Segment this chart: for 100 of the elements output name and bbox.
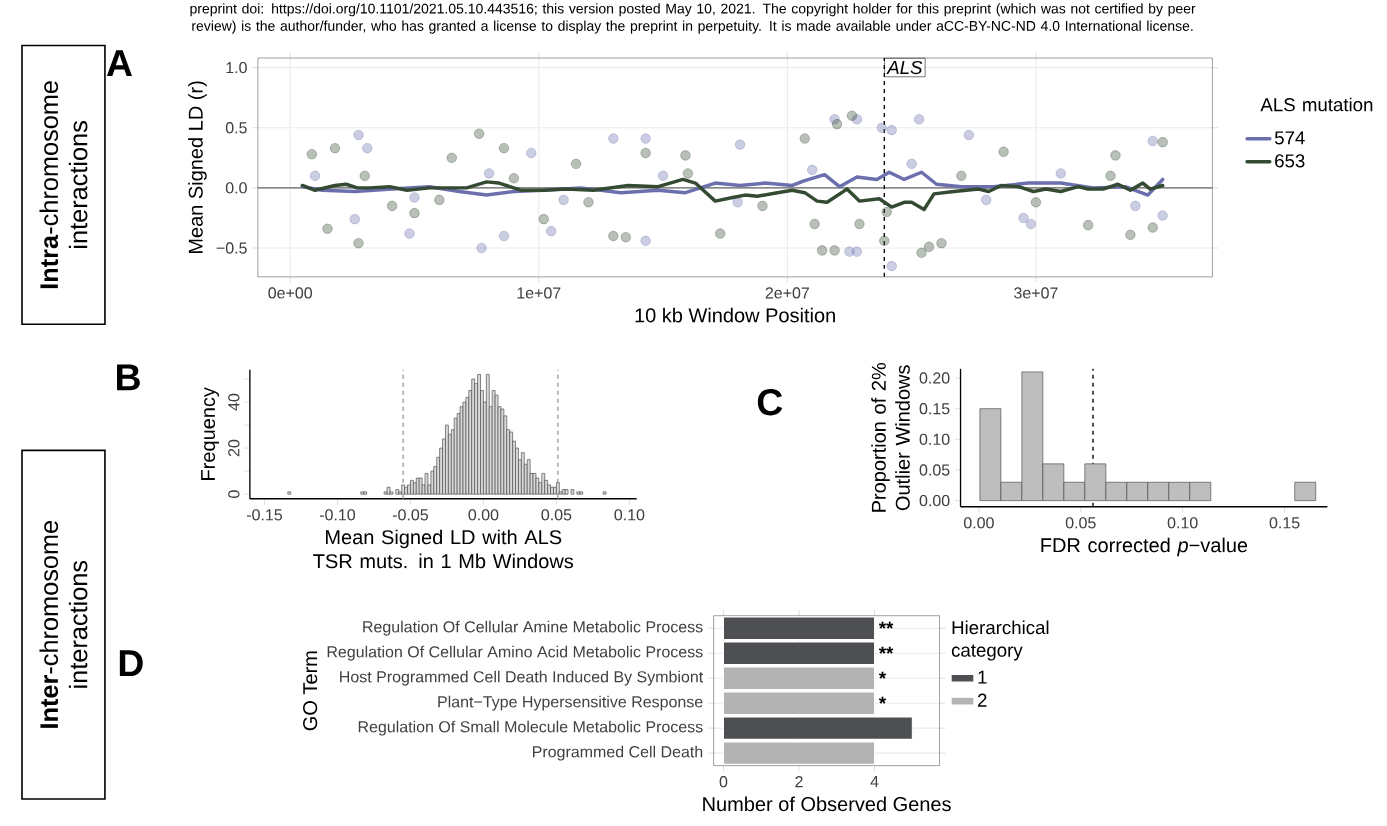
- y-tick-label: 0.0: [225, 182, 247, 194]
- point: [309, 170, 321, 182]
- point: [498, 231, 510, 242]
- point: [526, 148, 537, 159]
- point: [846, 110, 858, 121]
- legend-label: 2: [978, 693, 987, 707]
- y-tick-label: 0.00: [919, 495, 950, 507]
- x-tick-label: 0.10: [1167, 517, 1198, 529]
- y-axis-title: Proportion of 2% Outlier Windows: [871, 363, 910, 512]
- y-tick-label: Programmed Cell Death: [533, 745, 703, 761]
- x-tick-label: 0e+00: [268, 287, 313, 299]
- point: [1030, 197, 1041, 208]
- x-tick-label: 2e+07: [765, 287, 809, 299]
- x-tick-label: 0.10: [614, 509, 645, 521]
- y-tick-label: 0.20: [919, 372, 950, 384]
- point: [474, 128, 485, 140]
- point: [1055, 168, 1066, 179]
- point: [680, 150, 691, 161]
- legend-title: ALS mutation: [1260, 97, 1373, 112]
- point: [757, 201, 768, 212]
- y-tick-label: Regulation Of Cellular Amine Metabolic Process: [363, 620, 703, 636]
- point: [1025, 219, 1037, 230]
- legend-label: 653: [1275, 154, 1305, 168]
- point: [446, 152, 457, 164]
- point: [498, 143, 510, 154]
- ref-line-label: ALS: [886, 61, 923, 75]
- y-tick-label: Regulation Of Small Molecule Metabolic Process: [358, 720, 703, 736]
- point: [1105, 170, 1116, 182]
- annotation: *: [878, 671, 887, 679]
- point: [923, 241, 935, 253]
- point: [844, 246, 855, 257]
- x-tick-label: 4: [870, 776, 879, 788]
- point: [640, 148, 651, 159]
- point: [886, 125, 897, 136]
- y-tick-label: Host Programmed Cell Death Induced By Symbiont: [340, 670, 704, 686]
- y-tick-label: 40: [228, 393, 240, 411]
- x-tick-label: 0: [719, 776, 728, 788]
- y-tick-label: 20: [228, 440, 240, 457]
- point: [1083, 220, 1094, 231]
- point: [483, 168, 495, 179]
- point: [349, 214, 360, 225]
- point: [998, 146, 1009, 158]
- point: [829, 245, 840, 256]
- y-tick-label: 0: [228, 490, 240, 499]
- point: [657, 170, 669, 182]
- point: [881, 207, 892, 218]
- point: [807, 164, 818, 176]
- point: [570, 158, 582, 170]
- y-tick-label: −0.5: [216, 242, 247, 254]
- point: [558, 195, 569, 206]
- point: [404, 228, 415, 239]
- point: [546, 226, 557, 237]
- y-axis-title: GO Term: [303, 651, 318, 731]
- point: [359, 170, 370, 182]
- point: [329, 143, 340, 154]
- point: [981, 195, 992, 206]
- point: [640, 235, 651, 247]
- x-tick-label: 0.15: [1269, 517, 1300, 529]
- point: [1157, 210, 1168, 221]
- x-tick-label: 1e+07: [517, 287, 561, 299]
- point: [608, 133, 619, 144]
- point: [732, 197, 743, 208]
- point: [715, 228, 726, 239]
- point: [620, 232, 631, 243]
- point: [1110, 150, 1121, 161]
- x-tick-label: 2: [795, 776, 803, 788]
- annotation: **: [878, 646, 894, 654]
- point: [886, 261, 897, 272]
- legend-label: 1: [978, 670, 987, 684]
- point: [831, 119, 843, 130]
- x-tick-label: 0.05: [1065, 517, 1096, 529]
- point: [682, 168, 693, 179]
- point: [1147, 222, 1158, 233]
- point: [876, 122, 887, 134]
- y-tick-label: Regulation Of Cellular Amino Acid Metabolic Process: [327, 645, 703, 661]
- y-tick-label: 0.10: [919, 433, 950, 446]
- x-tick-label: -0.15: [246, 509, 283, 521]
- chart-title: C: [757, 389, 783, 416]
- point: [914, 114, 925, 125]
- point: [409, 192, 420, 203]
- y-axis-title: Frequency: [201, 387, 219, 481]
- point: [851, 246, 863, 257]
- text: D: [119, 650, 143, 677]
- x-tick-label: -0.05: [392, 509, 428, 521]
- point: [476, 243, 487, 254]
- point: [735, 139, 746, 150]
- chart-title: B: [117, 364, 140, 391]
- x-axis-title: FDR corrected p−value: [1041, 537, 1248, 557]
- annotation: *: [878, 696, 887, 704]
- point: [1130, 201, 1141, 212]
- chart-title: A: [106, 50, 132, 77]
- text: preprint doi: https://doi.org/10.1101/2021.05.10.443516; this version posted May 10, 2021. The copyright holder for this preprint (which was not certified by peer review) is the author/funder, who has granted a license to display the preprint in perpetuity. It is made available under aCC-BY-NC-ND 4.0 International license.: [190, 3, 1196, 34]
- point: [1157, 137, 1168, 148]
- y-tick-label: 0.15: [919, 403, 950, 415]
- point: [1147, 136, 1158, 147]
- x-tick-label: 0.00: [963, 517, 994, 529]
- y-axis-title: Mean Signed LD (r): [188, 81, 207, 254]
- y-tick-label: 0.5: [225, 122, 247, 134]
- point: [640, 133, 651, 144]
- x-tick-label: 0.05: [541, 509, 572, 521]
